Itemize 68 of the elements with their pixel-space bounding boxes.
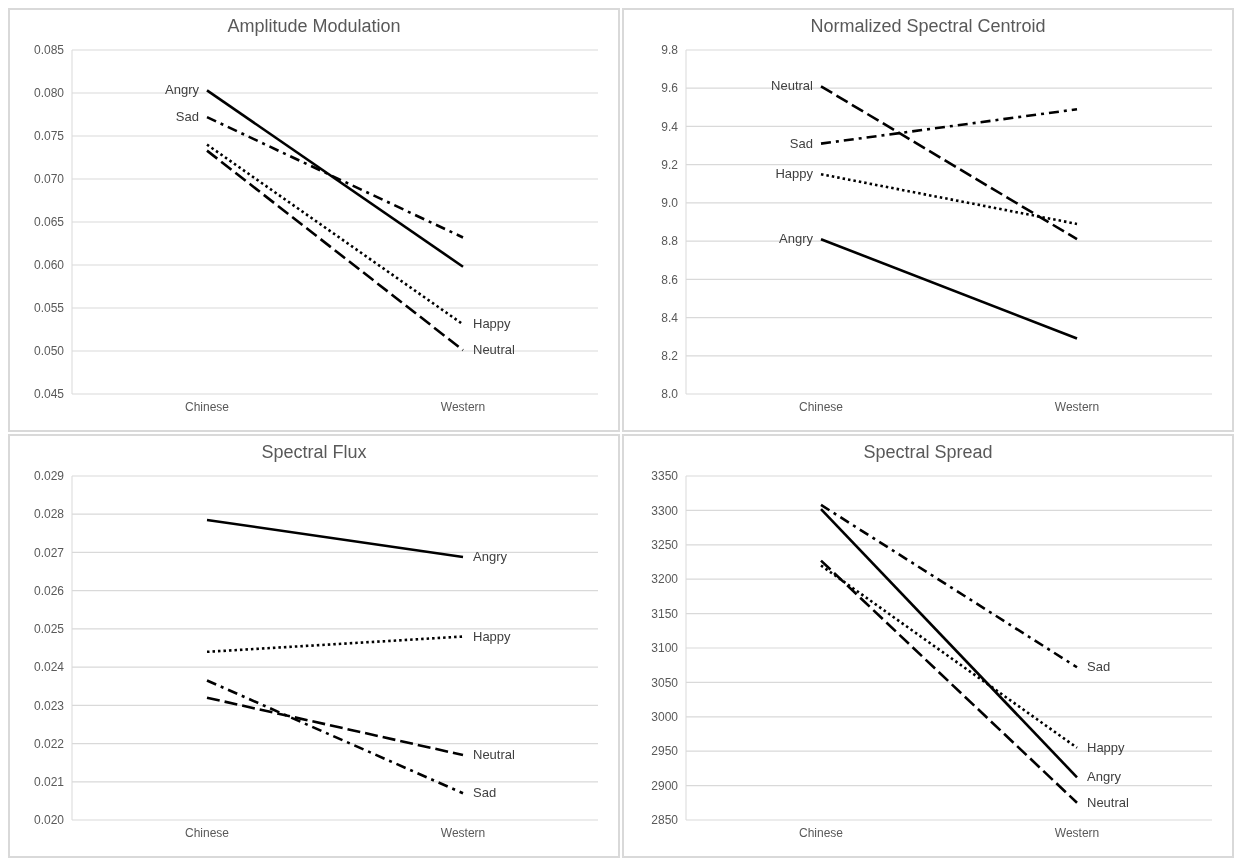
x-tick-label: Western [440,399,486,414]
y-tick-label: 0.060 [33,258,65,273]
y-tick-label: 3350 [651,469,679,484]
annotation: Happy [775,166,814,182]
y-tick-label: 0.075 [33,129,65,144]
y-tick-label: 3100 [651,641,679,656]
x-tick-label: Chinese [184,825,230,840]
y-tick-label: 9.4 [661,119,679,134]
annotation: Neutral [473,747,516,763]
y-tick-label: 3300 [651,503,679,518]
x-tick-label: Western [1054,399,1100,414]
annotation: Happy [473,316,512,332]
chart-title: Spectral Flux [260,442,368,464]
y-tick-label: 8.4 [661,310,679,325]
y-tick-label: 3050 [651,675,679,690]
y-tick-label: 2950 [651,744,679,759]
y-tick-label: 9.0 [661,196,679,211]
annotation: Neutral [473,342,516,358]
chart-title: Normalized Spectral Centroid [809,16,1047,38]
y-tick-label: 2850 [651,813,679,828]
y-tick-label: 0.024 [33,660,65,675]
annotation: Neutral [1087,794,1130,810]
annotation: Sad [789,135,813,151]
annotation: Happy [473,628,512,644]
y-tick-label: 0.070 [33,172,65,187]
y-tick-label: 0.055 [33,301,65,316]
y-tick-label: 0.080 [33,86,65,101]
y-tick-label: 0.029 [33,469,65,484]
y-tick-label: 0.085 [33,43,65,58]
y-tick-label: 8.8 [661,234,679,249]
y-tick-label: 0.020 [33,813,65,828]
chart-title: Spectral Spread [862,442,994,464]
chart-title: Amplitude Modulation [226,16,402,38]
x-tick-label: Chinese [184,399,230,414]
annotation: Angry [165,82,200,98]
y-tick-label: 0.025 [33,622,65,637]
y-tick-label: 3200 [651,572,679,587]
x-tick-label: Chinese [798,825,844,840]
y-tick-label: 3150 [651,606,679,621]
y-tick-label: 9.2 [661,157,679,172]
y-tick-label: 3000 [651,710,679,725]
y-tick-label: 3250 [651,538,679,553]
annotation: Neutral [771,78,814,94]
annotation: Angry [473,549,508,565]
x-tick-label: Western [1054,825,1100,840]
y-tick-label: 0.023 [33,698,65,713]
y-tick-label: 9.8 [661,43,679,58]
y-tick-label: 0.065 [33,215,65,230]
y-tick-label: 8.0 [661,387,679,402]
y-tick-label: 8.2 [661,349,679,364]
y-tick-label: 0.028 [33,507,65,522]
y-tick-label: 8.6 [661,272,679,287]
y-tick-label: 0.022 [33,736,65,751]
annotation: Angry [1087,769,1122,785]
y-tick-label: 9.6 [661,81,679,96]
y-tick-label: 0.050 [33,344,65,359]
annotation: Sad [175,109,199,125]
annotation: Sad [1087,659,1111,675]
annotation: Angry [779,231,814,247]
y-tick-label: 0.027 [33,545,65,560]
annotation: Happy [1087,739,1126,755]
x-tick-label: Western [440,825,486,840]
x-tick-label: Chinese [798,399,844,414]
y-tick-label: 0.026 [33,583,65,598]
y-tick-label: 2900 [651,778,679,793]
annotation: Sad [473,785,497,801]
y-tick-label: 0.045 [33,387,65,402]
y-tick-label: 0.021 [33,775,65,790]
